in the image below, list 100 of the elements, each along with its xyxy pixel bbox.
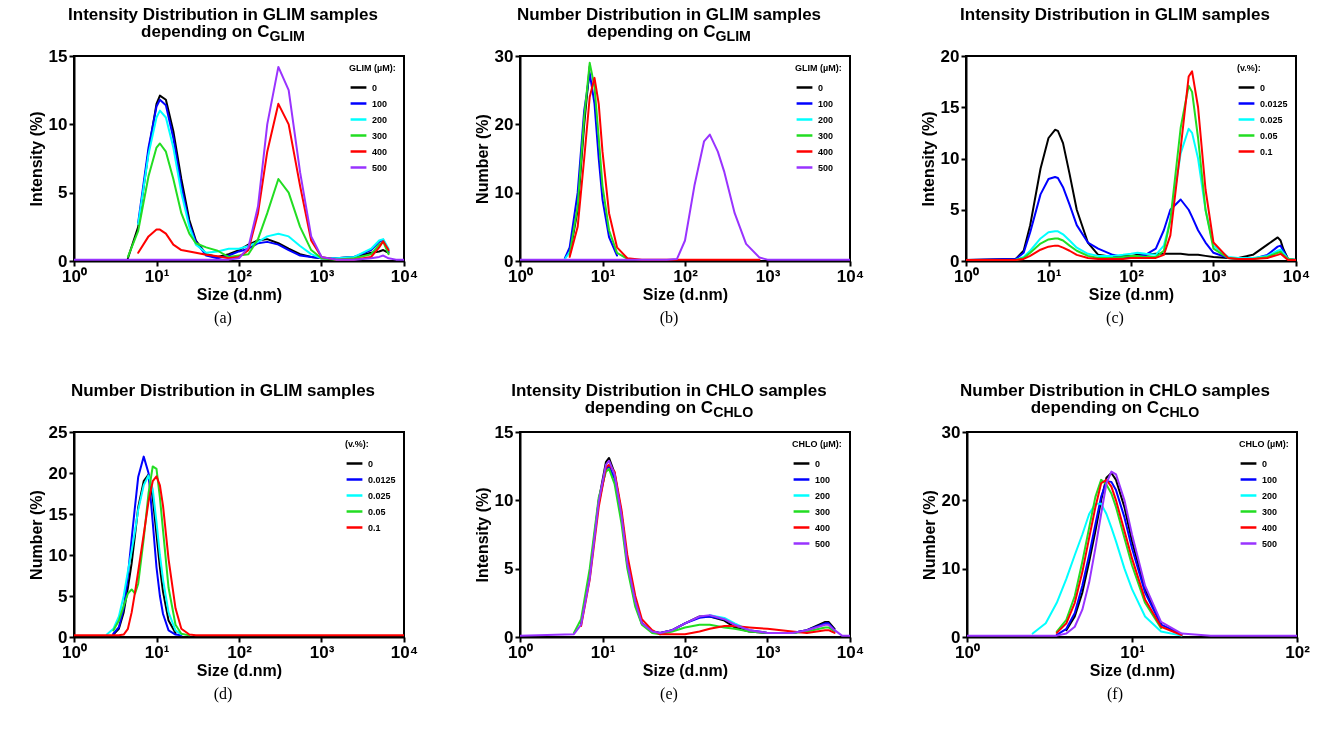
legend-label: 100 (1261, 474, 1277, 485)
legend-title: CHLO (µM): (1238, 439, 1289, 449)
x-axis-title: Size (d.nm) (1088, 285, 1175, 303)
chart-title: Intensity Distribution in GLIM samples depending on C$_{GLIM}$ (67, 5, 379, 45)
legend-title: GLIM (µM): (349, 63, 396, 73)
y-axis-title: Number (%) (473, 114, 491, 204)
chart-title: Number Distribution in CHLO samples depending on C$_{CHLO}$ (959, 381, 1271, 421)
legend-label: 200 (372, 114, 388, 125)
x-tick-label: 10⁴ (1282, 266, 1311, 286)
x-tick-label: 10² (673, 642, 699, 662)
legend-label: 200 (818, 114, 834, 125)
y-axis-title: Intensity (%) (919, 111, 937, 207)
x-axis-title: Size (d.nm) (1089, 661, 1175, 679)
x-tick-label: 10³ (309, 642, 335, 662)
y-axis-title: Intensity (%) (27, 111, 45, 207)
x-tick-label: 10² (227, 642, 253, 662)
y-tick-label: 20 (941, 490, 960, 510)
x-tick-label: 10¹ (590, 642, 616, 662)
x-axis-title: Size (d.nm) (642, 661, 729, 679)
legend-label: 100 (815, 474, 831, 485)
x-axis-title: Size (d.nm) (196, 285, 283, 303)
x-tick-label: 10¹ (590, 266, 616, 286)
x-tick-label: 10¹ (144, 266, 170, 286)
y-axis-title: Intensity (%) (473, 487, 491, 583)
legend-label: 400 (818, 146, 834, 157)
y-tick-label: 10 (48, 114, 68, 134)
text: (d) (213, 685, 233, 703)
text: (e) (660, 685, 678, 703)
x-tick-label: 10¹ (1036, 266, 1062, 286)
x-tick-label: 10⁴ (836, 642, 865, 662)
legend-label: 100 (372, 98, 388, 109)
text: (f) (1107, 685, 1123, 703)
legend-label: 300 (372, 130, 388, 141)
legend-label: 400 (1261, 522, 1277, 533)
x-tick-label: 10⁴ (390, 642, 419, 662)
legend-label: 500 (815, 538, 831, 549)
legend-label: 0.1 (368, 522, 381, 533)
y-tick-label: 30 (941, 422, 960, 442)
y-tick-label: 5 (504, 559, 514, 579)
legend-label: 0 (1261, 458, 1267, 469)
y-tick-label: 10 (940, 149, 960, 168)
y-tick-label: 15 (48, 46, 68, 66)
legend-title: GLIM (µM): (795, 63, 842, 73)
chart-title: Number Distribution in GLIM samples depending on C$_{GLIM}$ (515, 5, 823, 45)
legend-label: 0.0125 (368, 474, 396, 485)
legend-label: 400 (372, 146, 388, 157)
y-tick-label: 15 (940, 97, 960, 117)
legend-title: (v.%): (345, 439, 369, 449)
y-tick-label: 30 (494, 46, 514, 66)
y-tick-label: 25 (48, 422, 68, 442)
y-tick-label: 15 (494, 422, 514, 442)
chart-title: Number Distribution in GLIM samples (69, 381, 377, 402)
x-tick-label: 10⁴ (836, 266, 865, 286)
y-tick-label: 5 (950, 200, 960, 220)
legend-label: 0.05 (1260, 130, 1278, 141)
legend-label: 500 (818, 162, 834, 173)
legend-label: 0.0125 (1260, 98, 1288, 109)
legend-label: 0 (1260, 82, 1266, 93)
y-tick-label: 20 (494, 114, 514, 134)
legend-label: 200 (1261, 490, 1277, 501)
y-tick-label: 20 (48, 463, 68, 483)
text: (a) (214, 309, 232, 327)
y-tick-label: 20 (940, 46, 960, 66)
x-tick-label: 10³ (309, 266, 335, 286)
legend-label: 0 (818, 82, 824, 93)
legend-label: 0.025 (368, 490, 391, 501)
y-axis-title: Number (%) (920, 490, 938, 580)
legend-label: 0 (815, 458, 821, 469)
y-tick-label: 5 (58, 183, 68, 203)
y-axis-title: Number (%) (27, 490, 45, 580)
x-tick-label: 10¹ (1119, 642, 1145, 662)
legend-label: 500 (1261, 538, 1277, 549)
y-tick-label: 10 (494, 183, 514, 203)
x-tick-label: 10³ (755, 642, 781, 662)
y-tick-label: 15 (48, 504, 68, 524)
x-tick-label: 10² (1284, 642, 1310, 662)
legend-title: (v.%): (1237, 63, 1261, 73)
y-tick-label: 5 (58, 586, 68, 606)
chart-title: Intensity Distribution in GLIM samples (959, 5, 1271, 26)
legend-label: 500 (372, 162, 388, 173)
text: (c) (1106, 309, 1124, 327)
x-tick-label: 10² (673, 266, 699, 286)
legend-label: 0.05 (368, 506, 386, 517)
x-tick-label: 10³ (755, 266, 781, 286)
x-tick-label: 10² (227, 266, 253, 286)
y-tick-label: 10 (941, 559, 960, 579)
text: (b) (659, 309, 679, 327)
legend-label: 300 (1261, 506, 1277, 517)
x-tick-label: 10³ (1201, 266, 1227, 286)
x-axis-title: Size (d.nm) (196, 661, 283, 679)
y-tick-label: 10 (494, 490, 514, 510)
y-tick-label: 10 (48, 545, 68, 565)
legend-label: 300 (818, 130, 834, 141)
x-tick-label: 10² (1119, 266, 1145, 286)
x-tick-label: 10¹ (144, 642, 170, 662)
x-axis-title: Size (d.nm) (642, 285, 729, 303)
chart-title: Intensity Distribution in CHLO samples depending on C$_{CHLO}$ (510, 381, 828, 421)
legend-label: 200 (815, 490, 831, 501)
legend-label: 0.1 (1260, 146, 1273, 157)
x-tick-label: 10⁴ (390, 266, 419, 286)
